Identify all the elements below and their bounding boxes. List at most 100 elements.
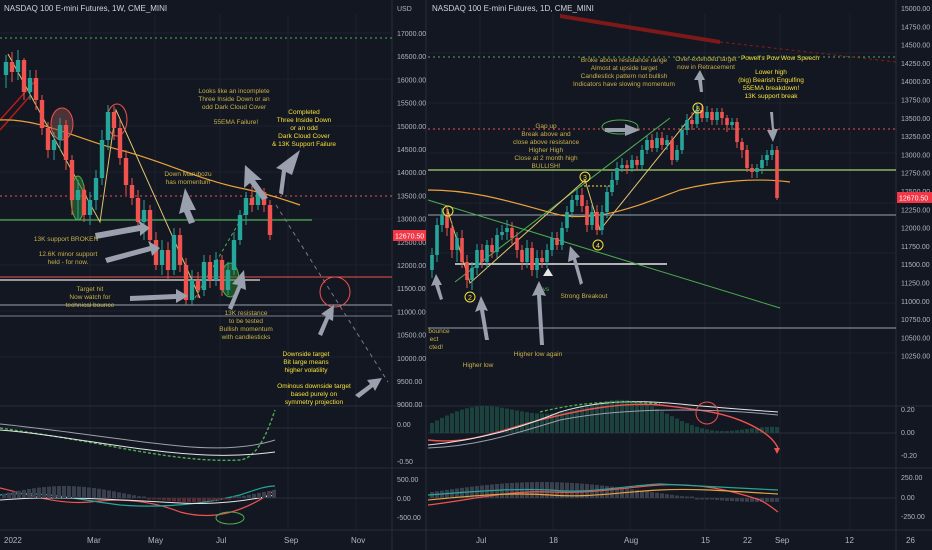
right-price-tick: 11000.00 — [901, 299, 930, 306]
left-candle-body — [201, 262, 207, 290]
osc1-bar — [575, 408, 579, 433]
arrow-support-broken — [95, 220, 150, 239]
right-candle-body — [625, 165, 629, 168]
left-candle-body — [129, 185, 135, 198]
osc1-bar — [620, 399, 624, 433]
osc2-bar — [700, 498, 704, 500]
wave-label-3: 3 — [583, 175, 587, 182]
osc2-bar — [157, 498, 161, 500]
right-price-axis[interactable]: 15000.00 14750.00 14500.00 14250.00 14000.00… — [901, 6, 930, 361]
note-overextended-1: Over-extended target — [675, 56, 737, 63]
osc2-bar — [77, 486, 81, 498]
osc2-bar — [87, 487, 91, 498]
osc1-bar — [735, 430, 739, 433]
left-candle-body — [165, 250, 171, 270]
osc1-bar — [645, 404, 649, 433]
right-candle-body — [545, 250, 549, 262]
left-candle-body — [231, 240, 237, 270]
note-broke-4: Indicators have slowing momentum — [573, 81, 675, 88]
right-candle-body — [590, 212, 594, 225]
osc1-bar — [455, 411, 459, 433]
left-arrows — [95, 150, 382, 398]
left-candle-body — [189, 280, 195, 300]
osc1-bar — [525, 412, 529, 433]
right-time-tick-3: 15 — [701, 536, 710, 545]
osc2-bar — [92, 488, 96, 498]
left-price-tick: 15500.00 — [397, 101, 426, 108]
left-currency-label: USD — [397, 6, 412, 13]
osc2-bar — [147, 498, 151, 500]
osc2-bar — [630, 489, 634, 498]
osc2-bar — [505, 483, 509, 498]
right-price-tick: 11250.00 — [901, 281, 930, 288]
osc2-bar — [605, 486, 609, 498]
osc2-bar — [177, 498, 181, 502]
osc2-bar — [610, 486, 614, 498]
wave-markers: 1 2 3 4 5 — [442, 102, 704, 303]
arrow-completed-2 — [276, 150, 300, 195]
note-ema-failure: 55EMA Failure! — [214, 119, 259, 126]
note-downside-2: Bit large means — [283, 359, 329, 366]
left-price-axis[interactable]: 17000.00 16500.00 16000.00 15500.00 15000.00… — [397, 31, 426, 409]
osc2-bar — [197, 498, 201, 502]
osc2-bar — [82, 486, 86, 498]
left-candle-body — [267, 205, 273, 235]
osc1-bar — [720, 431, 724, 433]
right-candle-body — [610, 180, 614, 192]
osc1-bar — [460, 409, 464, 433]
right-candle-body — [620, 165, 624, 168]
osc1-bar — [640, 403, 644, 433]
left-osc2-tick-1: 0.00 — [397, 496, 411, 503]
left-candle-body — [219, 260, 225, 290]
right-candle-body — [515, 238, 519, 250]
right-candle-body — [485, 245, 489, 262]
right-candle-body — [525, 248, 529, 262]
red-wedge — [560, 14, 720, 44]
left-time-tick-4: Sep — [284, 536, 299, 545]
wave-label-4: 4 — [596, 243, 600, 250]
osc1-bar — [775, 426, 779, 433]
osc2-bar — [272, 490, 276, 498]
right-candle-body — [500, 232, 504, 235]
arrow-overextended — [694, 70, 705, 92]
left-candle-body — [183, 265, 189, 300]
left-price-tick: 14000.00 — [397, 170, 426, 177]
osc2-bar — [17, 490, 21, 498]
osc2-bar — [640, 490, 644, 498]
osc1-bar — [445, 415, 449, 433]
osc1-bar — [430, 423, 434, 433]
right-time-tick-1: 18 — [549, 536, 558, 545]
right-osc1-tick-1: 0.00 — [901, 430, 915, 437]
osc2-bar — [167, 498, 171, 501]
left-candle-body — [45, 128, 51, 150]
ellipse-gap — [601, 119, 639, 135]
right-candle-body — [575, 195, 579, 200]
right-candle-body — [705, 112, 709, 118]
osc1-bar — [715, 430, 719, 433]
osc1-bar — [600, 401, 604, 433]
osc1-bar — [705, 429, 709, 433]
osc2-bar — [112, 491, 116, 498]
right-price-tick: 14250.00 — [901, 61, 930, 68]
left-time-tick-5: Nov — [351, 536, 365, 545]
right-candle-body — [460, 238, 464, 262]
osc2-bar — [252, 493, 256, 498]
left-candle-body — [147, 210, 153, 240]
osc1-bar — [610, 400, 614, 433]
note-bounce-1: bounce — [428, 328, 450, 335]
osc2-bar — [495, 483, 499, 498]
osc2-bar — [735, 498, 739, 502]
right-osc1-tick-2: -0.20 — [901, 453, 917, 460]
left-price-tick: 9500.00 — [397, 379, 422, 386]
osc2-bar — [760, 498, 764, 502]
left-price-tick: 17000.00 — [397, 31, 426, 38]
osc2-bar — [207, 498, 211, 502]
osc1-bar — [590, 404, 594, 433]
osc2-bar — [32, 488, 36, 498]
note-downside-3: higher volatility — [285, 367, 329, 374]
left-grid — [0, 14, 392, 530]
arrow-downside — [318, 305, 334, 336]
right-candle-body — [510, 228, 514, 238]
right-candle-body — [435, 225, 439, 255]
